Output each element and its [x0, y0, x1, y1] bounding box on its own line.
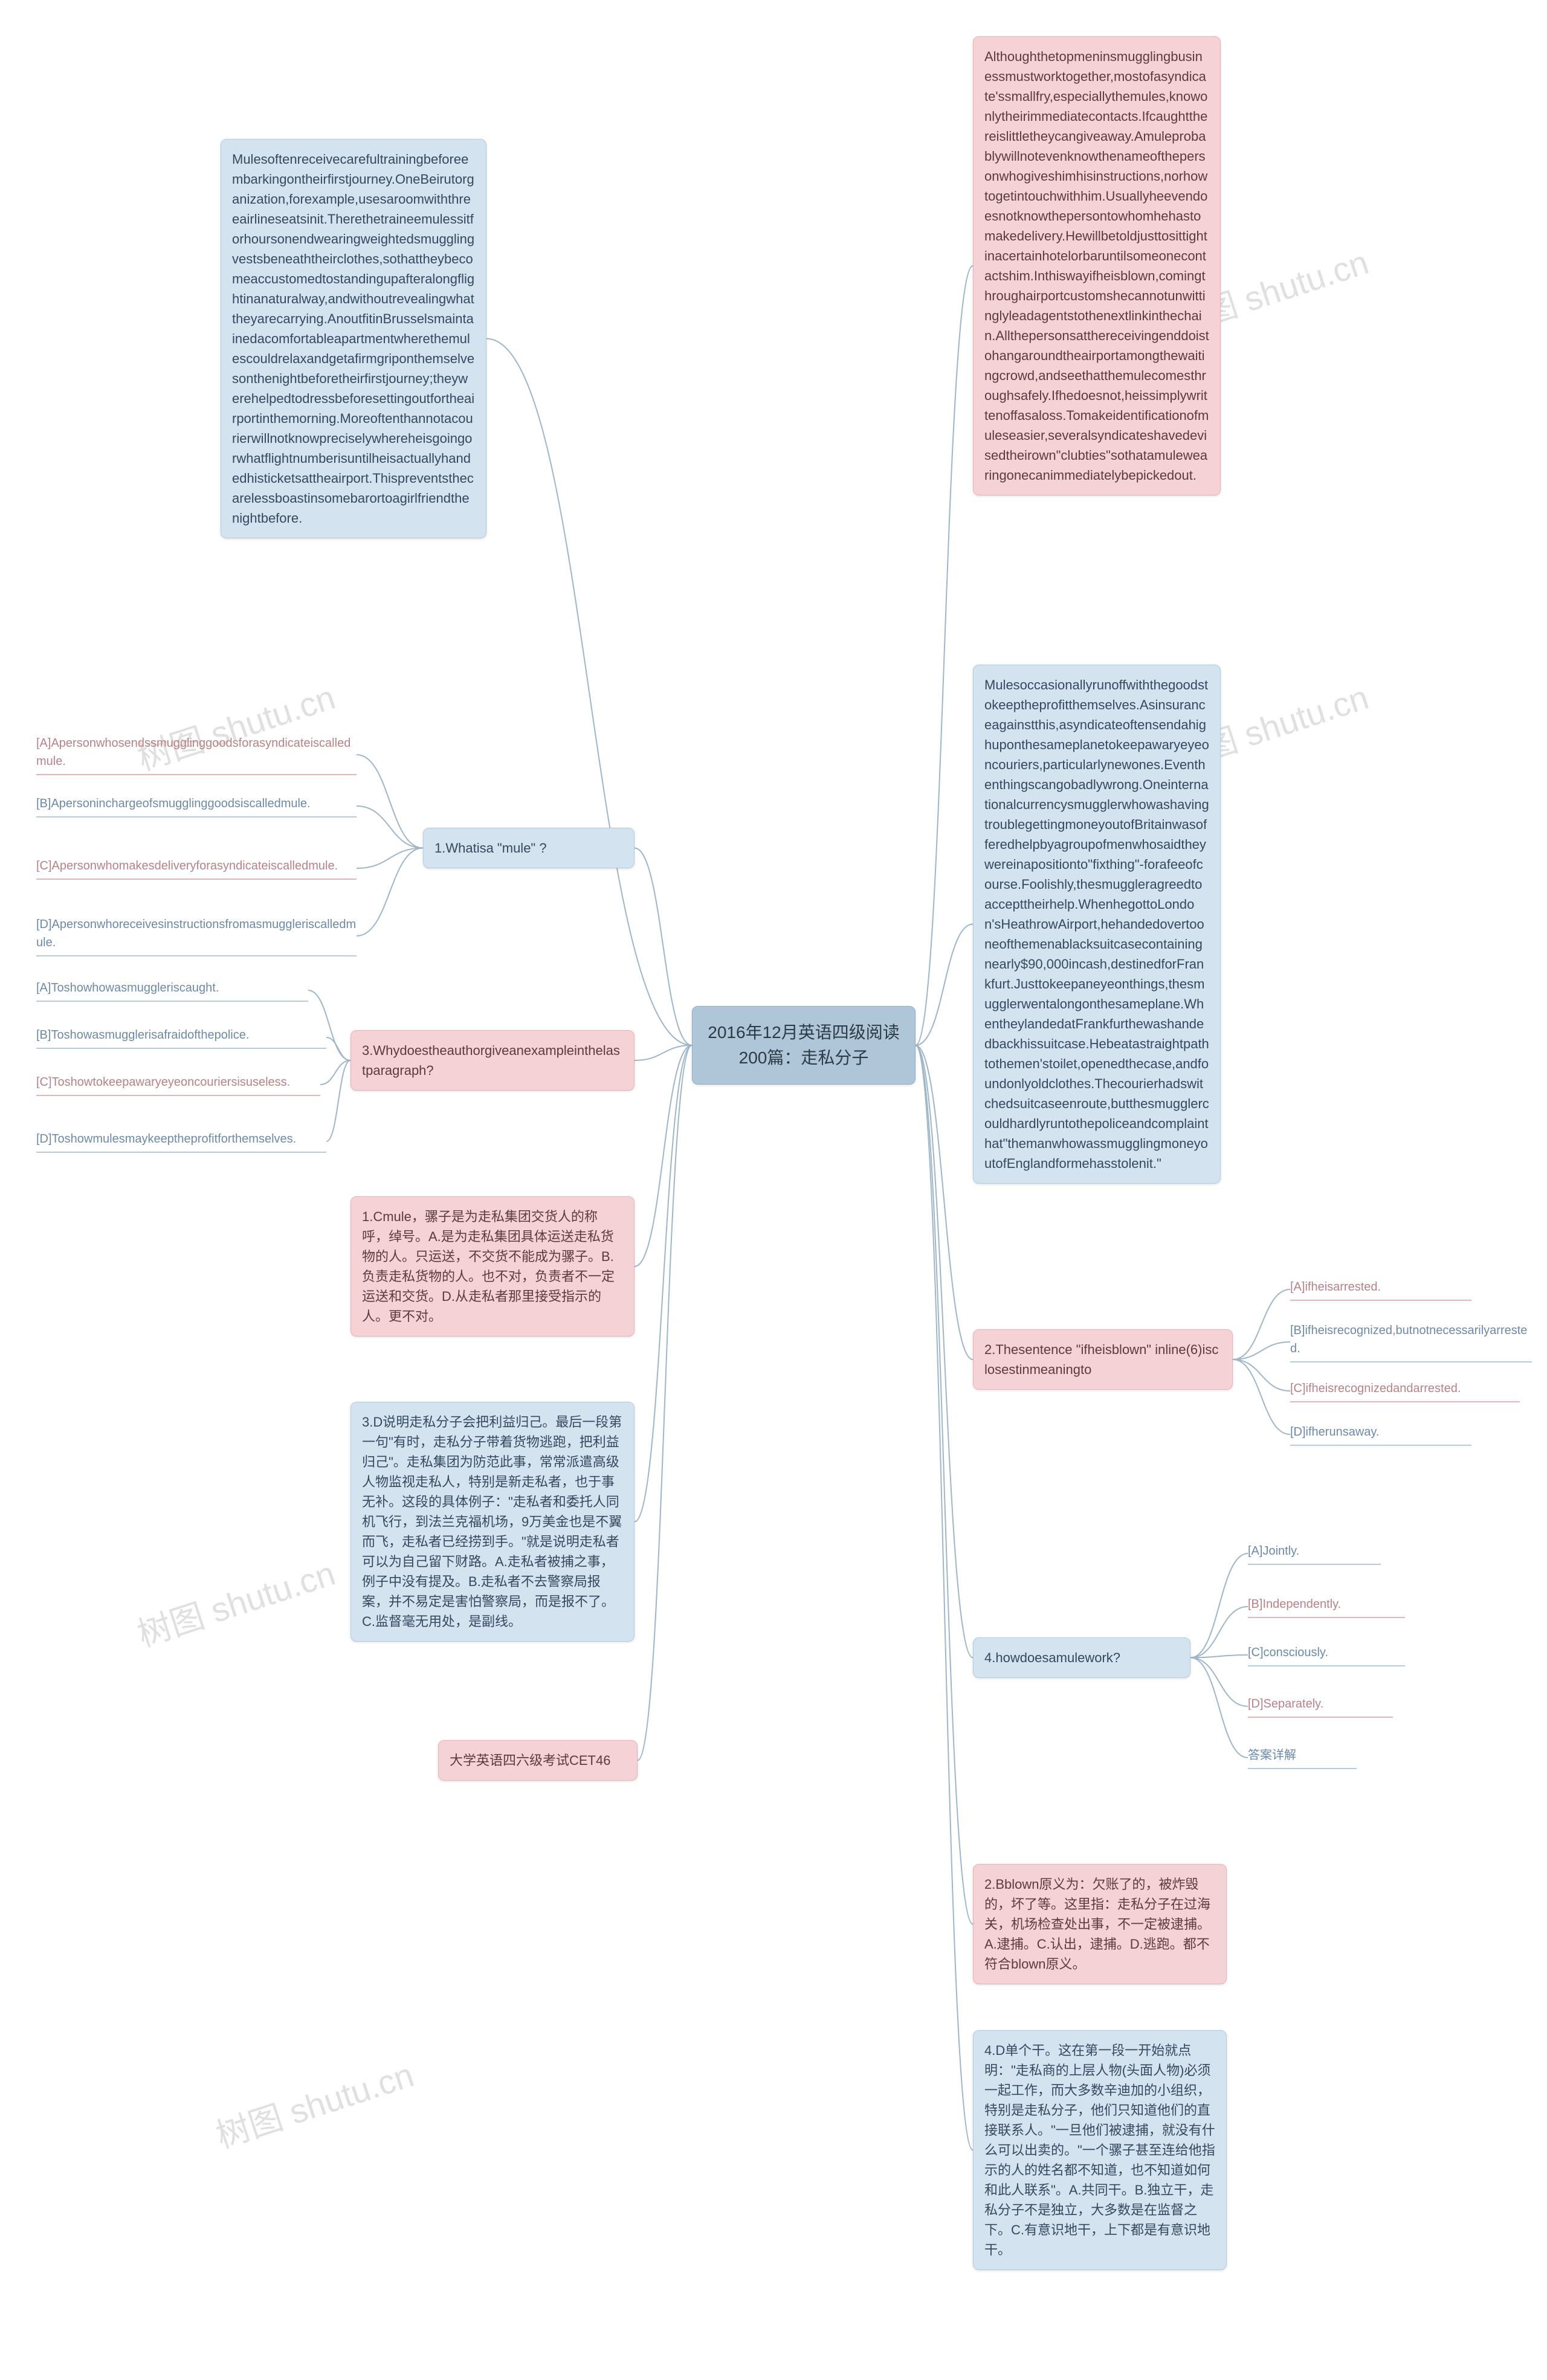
node-q2[interactable]: 2.Thesentence "ifheisblown" inline(6)isc…: [973, 1329, 1233, 1390]
leaf-q2-b[interactable]: [B]ifheisrecognized,butnotnecessarilyarr…: [1290, 1321, 1532, 1363]
leaf-q1-b[interactable]: [B]Apersoninchargeofsmugglinggoodsiscall…: [36, 795, 357, 818]
leaf-q1-c[interactable]: [C]Apersonwhomakesdeliveryforasyndicatei…: [36, 857, 357, 880]
node-ans4[interactable]: 4.D单个干。这在第一段一开始就点明："走私商的上层人物(头面人物)必须一起工作…: [973, 2030, 1227, 2270]
node-left-para[interactable]: Mulesoftenreceivecarefultrainingbeforeem…: [221, 139, 486, 538]
leaf-q2-c[interactable]: [C]ifheisrecognizedandarrested.: [1290, 1379, 1520, 1402]
leaf-q2-d[interactable]: [D]ifherunsaway.: [1290, 1423, 1471, 1446]
leaf-q1-a[interactable]: [A]Apersonwhosendssmugglinggoodsforasynd…: [36, 734, 357, 775]
node-q4[interactable]: 4.howdoesamulework?: [973, 1637, 1190, 1678]
node-ans3[interactable]: 3.D说明走私分子会把利益归己。最后一段第一句"有时，走私分子带着货物逃跑，把利…: [350, 1402, 635, 1642]
leaf-q4-ans[interactable]: 答案详解: [1248, 1746, 1357, 1769]
leaf-q4-b[interactable]: [B]Independently.: [1248, 1595, 1405, 1618]
watermark-4: 树图 shutu.cn: [209, 2048, 419, 2158]
leaf-q3-d[interactable]: [D]Toshowmulesmaykeeptheprofitforthemsel…: [36, 1130, 326, 1153]
node-ans1[interactable]: 1.Cmule，骡子是为走私集团交货人的称呼，绰号。A.是为走私集团具体运送走私…: [350, 1196, 635, 1337]
leaf-q1-d[interactable]: [D]Apersonwhoreceivesinstructionsfromasm…: [36, 915, 357, 956]
central-topic[interactable]: 2016年12月英语四级阅读200篇：走私分子: [692, 1006, 916, 1085]
watermark-3: 树图 shutu.cn: [131, 1547, 341, 1657]
node-ans2[interactable]: 2.Bblown原义为：欠账了的，被炸毁的，坏了等。这里指：走私分子在过海关，机…: [973, 1864, 1227, 1984]
leaf-q4-a[interactable]: [A]Jointly.: [1248, 1542, 1381, 1565]
leaf-q4-c[interactable]: [C]consciously.: [1248, 1643, 1405, 1666]
leaf-q3-a[interactable]: [A]Toshowhowasmuggleriscaught.: [36, 979, 308, 1002]
leaf-q3-b[interactable]: [B]Toshowasmugglerisafraidofthepolice.: [36, 1026, 326, 1049]
node-right-para2[interactable]: Mulesoccasionallyrunoffwiththegoodstokee…: [973, 665, 1221, 1184]
leaf-q4-d[interactable]: [D]Separately.: [1248, 1695, 1393, 1718]
node-right-para1[interactable]: Althoughthetopmeninsmugglingbusinessmust…: [973, 36, 1221, 495]
node-q3[interactable]: 3.Whydoestheauthorgiveanexampleinthelast…: [350, 1030, 635, 1091]
node-q1[interactable]: 1.Whatisa "mule" ?: [423, 828, 635, 868]
leaf-q3-c[interactable]: [C]Toshowtokeepawaryeyeoncouriersisusele…: [36, 1073, 320, 1096]
node-footer[interactable]: 大学英语四六级考试CET46: [438, 1740, 638, 1781]
leaf-q2-a[interactable]: [A]ifheisarrested.: [1290, 1278, 1471, 1301]
